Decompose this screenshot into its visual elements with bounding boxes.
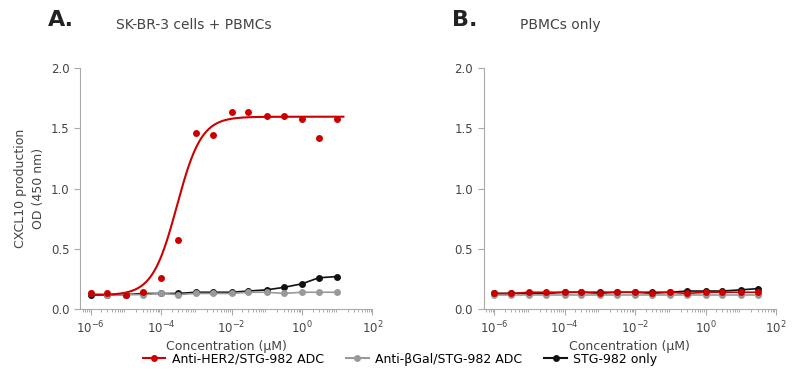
X-axis label: Concentration (μM): Concentration (μM) <box>570 340 690 353</box>
Text: PBMCs only: PBMCs only <box>519 18 600 32</box>
Text: SK-BR-3 cells + PBMCs: SK-BR-3 cells + PBMCs <box>116 18 272 32</box>
Legend: Anti-HER2/STG-982 ADC, Anti-βGal/STG-982 ADC, STG-982 only: Anti-HER2/STG-982 ADC, Anti-βGal/STG-982… <box>138 348 662 371</box>
Y-axis label: CXCL10 production
OD (450 nm): CXCL10 production OD (450 nm) <box>14 129 46 248</box>
Text: A.: A. <box>48 10 74 30</box>
Text: B.: B. <box>451 10 477 30</box>
X-axis label: Concentration (μM): Concentration (μM) <box>166 340 286 353</box>
